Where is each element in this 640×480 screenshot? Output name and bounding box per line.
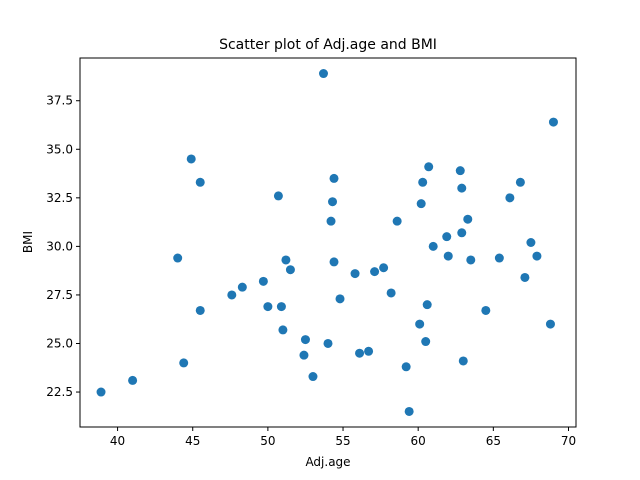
data-point [505,193,515,203]
data-point [273,191,283,201]
data-points [96,69,558,416]
data-point [195,305,205,315]
data-point [481,305,491,315]
data-point [416,199,426,209]
data-point [404,406,414,416]
data-point [329,257,339,267]
data-point [364,346,374,356]
x-tick-label: 55 [335,434,350,448]
data-point [458,356,468,366]
data-point [227,290,237,300]
data-point [278,325,288,335]
data-point [328,197,338,207]
data-point [379,263,389,273]
x-tick-label: 70 [561,434,576,448]
plot-frame [79,57,577,428]
data-point [335,294,345,304]
data-point [494,253,504,263]
data-point [285,265,295,275]
x-axis-ticks: 40 45 50 55 60 65 70 [110,427,576,448]
y-axis-ticks: 22.5 25.0 27.5 30.0 32.5 35.0 37.5 [46,94,80,399]
x-tick-label: 40 [110,434,125,448]
data-point [545,319,555,329]
data-point [323,338,333,348]
data-point [263,302,273,312]
data-point [281,255,291,265]
data-point [350,269,360,279]
data-point [418,177,428,187]
data-point [355,348,365,358]
data-point [443,251,453,261]
y-tick-label: 35.0 [46,142,73,156]
data-point [463,214,473,224]
data-point [370,267,380,277]
y-tick-label: 32.5 [46,191,73,205]
data-point [392,216,402,226]
data-point [308,372,318,382]
data-point [401,362,411,372]
plot-area [80,58,576,427]
data-point [96,387,106,397]
x-tick-label: 50 [260,434,275,448]
data-point [457,183,467,193]
data-point [421,337,431,347]
data-point [258,276,268,286]
data-point [318,69,328,79]
y-tick-label: 25.0 [46,336,73,350]
data-point [422,300,432,310]
data-point [455,166,465,176]
data-point [237,282,247,292]
y-tick-label: 37.5 [46,94,73,108]
data-point [128,375,138,385]
y-axis-label: BMI [21,231,35,253]
data-point [466,255,476,265]
data-point [526,238,536,247]
data-point [520,272,530,282]
data-point [329,173,339,183]
data-point [424,162,434,172]
x-tick-label: 45 [185,434,200,448]
data-point [299,350,309,360]
data-point [276,302,286,312]
data-point [300,335,310,345]
data-point [415,319,425,329]
y-tick-label: 22.5 [46,385,73,399]
x-tick-label: 65 [486,434,501,448]
x-axis-label: Adj.age [305,455,350,469]
x-tick-label: 60 [411,434,426,448]
y-tick-label: 30.0 [46,239,73,253]
data-point [179,358,189,368]
data-point [457,228,467,238]
data-point [195,177,205,187]
data-point [548,117,558,127]
data-point [442,232,452,242]
data-point [532,251,542,261]
y-tick-label: 27.5 [46,288,73,302]
data-point [515,177,525,187]
data-point [428,241,438,251]
data-point [173,253,183,263]
data-point [326,216,336,226]
data-point [186,154,196,164]
data-point [386,288,396,298]
chart-title: Scatter plot of Adj.age and BMI [219,37,437,53]
